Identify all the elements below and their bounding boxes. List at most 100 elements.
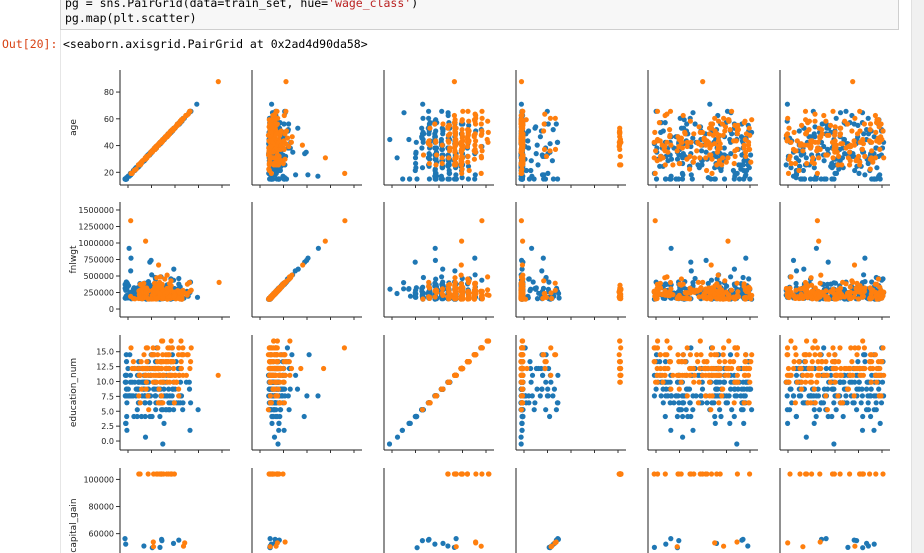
scatter-point (144, 359, 150, 365)
scatter-point (741, 167, 747, 174)
scatter-point (268, 143, 274, 150)
scatter-point (743, 131, 750, 137)
scatter-point (165, 359, 171, 365)
scatter-point (839, 162, 845, 168)
subplot-age-col5 (651, 79, 755, 182)
scatter-point (472, 176, 478, 182)
scatter-point (439, 286, 446, 292)
scatter-point (811, 131, 817, 137)
scatter-point (445, 138, 451, 144)
scatter-point (458, 158, 464, 164)
scatter-point (694, 148, 700, 154)
scatter-point (282, 131, 288, 137)
scatter-point (158, 359, 164, 365)
scatter-point (728, 151, 734, 157)
scatter-point (872, 112, 879, 119)
scatter-point (701, 135, 707, 141)
scatter-point (676, 136, 682, 143)
scatter-point (292, 268, 298, 274)
scatter-point (479, 148, 485, 154)
scatter-point (721, 145, 727, 151)
scatter-point (817, 135, 823, 141)
scatter-point (705, 280, 711, 287)
scatter-point (149, 272, 155, 278)
scatter-point (281, 359, 287, 365)
scatter-point (858, 139, 865, 145)
scatter-point (274, 413, 280, 420)
y-tick-label: 12.5 (96, 363, 114, 372)
subplot-fnlwgt-col2 (265, 218, 348, 302)
scatter-point (743, 149, 749, 155)
scatter-point (269, 420, 275, 426)
scatter-point (434, 152, 440, 158)
scatter-point (688, 287, 694, 293)
code-cell[interactable]: pg = sns.PairGrid(data=train_set, hue='w… (60, 0, 899, 30)
scatter-point (322, 155, 328, 161)
scatter-point (440, 131, 446, 137)
scatter-point (281, 146, 287, 152)
scatter-point (868, 155, 874, 161)
scatter-point (714, 281, 720, 287)
scatter-point (706, 139, 712, 145)
scatter-point (142, 413, 148, 420)
scatter-point (719, 162, 725, 168)
scatter-point (265, 407, 271, 413)
scatter-point (412, 259, 418, 265)
scatter-point (519, 112, 525, 119)
scatter-point (793, 268, 800, 274)
scatter-point (652, 170, 658, 176)
scatter-point (479, 295, 485, 302)
scatter-point (874, 165, 880, 171)
scatter-point (836, 166, 842, 172)
scatter-point (164, 393, 170, 399)
scatter-point (453, 172, 459, 178)
scatter-point (289, 352, 295, 358)
scatter-point (446, 379, 452, 385)
scatter-point (690, 110, 696, 116)
scatter-point (869, 148, 875, 154)
scatter-point (123, 359, 130, 365)
scatter-point (825, 146, 831, 152)
scatter-point (178, 365, 184, 372)
scatter-point (130, 359, 136, 365)
scatter-point (811, 165, 817, 171)
scatter-point (748, 152, 754, 158)
scatter-point (818, 272, 824, 278)
scatter-point (156, 386, 162, 392)
scatter-point (722, 124, 729, 130)
scatter-point (139, 386, 145, 392)
scatter-point (128, 218, 134, 224)
scatter-point (793, 287, 799, 293)
scatter-point (279, 283, 285, 289)
scatter-point (552, 115, 558, 121)
scatter-point (472, 131, 478, 137)
scatter-point (161, 420, 167, 426)
scatter-point (736, 176, 743, 182)
scatter-point (472, 272, 478, 278)
scatter-point (834, 296, 840, 302)
scatter-point (747, 146, 753, 152)
scatter-point (413, 149, 419, 155)
scatter-point (680, 172, 686, 178)
scatter-point (703, 149, 709, 155)
scatter-point (438, 173, 444, 179)
scatter-point (143, 238, 149, 244)
scatter-point (269, 117, 275, 123)
scatter-point (272, 155, 279, 161)
scatter-point (452, 296, 458, 302)
scatter-point (479, 108, 485, 114)
scatter-point (420, 152, 427, 158)
scatter-point (833, 145, 839, 151)
y-tick-label: 1500000 (78, 206, 114, 215)
scatter-point (407, 176, 413, 182)
scatter-point (285, 393, 291, 399)
scatter-point (748, 159, 754, 165)
scatter-point (160, 441, 166, 447)
scatter-point (426, 115, 432, 121)
subplot-fnlwgt-col1 (122, 218, 222, 302)
scatter-point (277, 400, 284, 406)
scatter-point (453, 136, 459, 143)
scatter-point (684, 121, 690, 127)
scatter-point (143, 289, 149, 295)
scatter-point (387, 286, 393, 292)
